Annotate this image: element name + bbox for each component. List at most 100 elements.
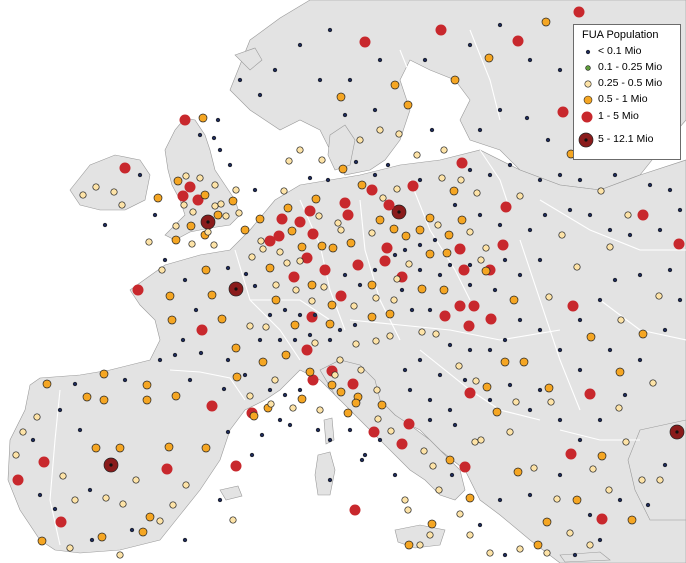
city-marker (296, 146, 304, 154)
city-marker (545, 137, 551, 143)
city-marker (417, 357, 423, 363)
city-marker (311, 194, 321, 204)
city-marker (425, 213, 435, 223)
city-marker (258, 357, 268, 367)
city-marker (454, 243, 466, 255)
city-marker (417, 242, 423, 248)
city-marker (262, 323, 270, 331)
city-marker (662, 462, 668, 468)
city-marker (507, 382, 513, 388)
city-marker (72, 381, 78, 387)
city-marker (416, 541, 424, 549)
city-marker (331, 371, 339, 379)
city-marker (301, 252, 313, 264)
city-marker (222, 212, 230, 220)
city-marker (667, 187, 673, 193)
city-marker (427, 397, 433, 403)
city-marker (537, 257, 543, 263)
city-marker (59, 472, 67, 480)
city-marker (200, 190, 210, 200)
city-marker (464, 387, 476, 399)
city-marker (500, 357, 510, 367)
city-marker (452, 422, 458, 428)
city-marker (456, 157, 468, 169)
city-marker (243, 271, 249, 277)
city-marker (439, 285, 449, 295)
city-marker (267, 387, 273, 393)
city-marker (487, 172, 493, 178)
city-marker (486, 549, 494, 557)
city-marker (367, 280, 377, 290)
crete-island (559, 551, 611, 563)
city-marker (677, 297, 683, 303)
city-marker (379, 194, 387, 202)
city-marker (467, 282, 473, 288)
city-marker (71, 496, 79, 504)
city-marker (257, 237, 265, 245)
city-marker (215, 117, 221, 123)
city-marker (527, 407, 533, 413)
city-marker (624, 211, 632, 219)
city-marker (627, 232, 633, 238)
city-marker (180, 201, 188, 209)
city-marker (557, 172, 563, 178)
city-marker (383, 199, 395, 211)
city-marker (395, 130, 403, 138)
city-marker (372, 107, 378, 113)
city-marker (649, 379, 657, 387)
city-marker (401, 231, 411, 241)
anatolia-landmass (627, 419, 686, 521)
city-marker (57, 407, 63, 413)
city-marker (477, 522, 483, 528)
city-marker (471, 438, 479, 446)
city-marker (327, 437, 333, 443)
city-marker (657, 227, 663, 233)
legend-symbol-xxlarge (578, 132, 594, 148)
city-marker (38, 456, 50, 468)
city-marker (102, 494, 110, 502)
border-line (359, 199, 401, 341)
city-marker (201, 265, 211, 275)
city-marker (417, 284, 427, 294)
city-marker (182, 537, 188, 543)
city-marker (304, 205, 316, 217)
legend-symbol-medium (584, 80, 592, 88)
city-marker (482, 382, 492, 392)
city-marker (372, 337, 380, 345)
map-legend: FUA Population < 0.1 Mio 0.1 - 0.25 Mio … (573, 24, 681, 160)
city-marker (567, 207, 573, 213)
city-marker (432, 330, 440, 338)
city-marker (156, 517, 164, 525)
city-marker (189, 208, 197, 216)
legend-label: < 0.1 Mio (598, 45, 642, 57)
city-marker (417, 177, 423, 183)
city-marker (627, 515, 637, 525)
city-marker (280, 187, 288, 195)
city-marker (317, 241, 327, 251)
city-marker (357, 366, 365, 374)
city-marker (99, 369, 109, 379)
city-marker (435, 486, 443, 494)
city-marker (484, 53, 494, 63)
city-marker (402, 247, 408, 253)
city-marker (196, 174, 204, 182)
city-marker (232, 186, 240, 194)
city-marker (497, 222, 503, 228)
city-marker (572, 495, 582, 505)
legend-label: 0.5 - 1 Mio (598, 93, 648, 105)
city-marker (248, 253, 256, 261)
city-marker (622, 392, 628, 398)
city-marker (537, 387, 543, 393)
city-marker (426, 531, 434, 539)
border-line (399, 49, 451, 131)
city-marker (272, 281, 280, 289)
city-marker (118, 201, 126, 209)
city-marker (342, 272, 348, 278)
city-marker (229, 516, 237, 524)
city-marker (343, 408, 353, 418)
city-marker (405, 260, 413, 268)
city-marker (336, 92, 346, 102)
city-marker (527, 227, 533, 233)
city-marker (512, 398, 520, 406)
city-marker (507, 162, 513, 168)
